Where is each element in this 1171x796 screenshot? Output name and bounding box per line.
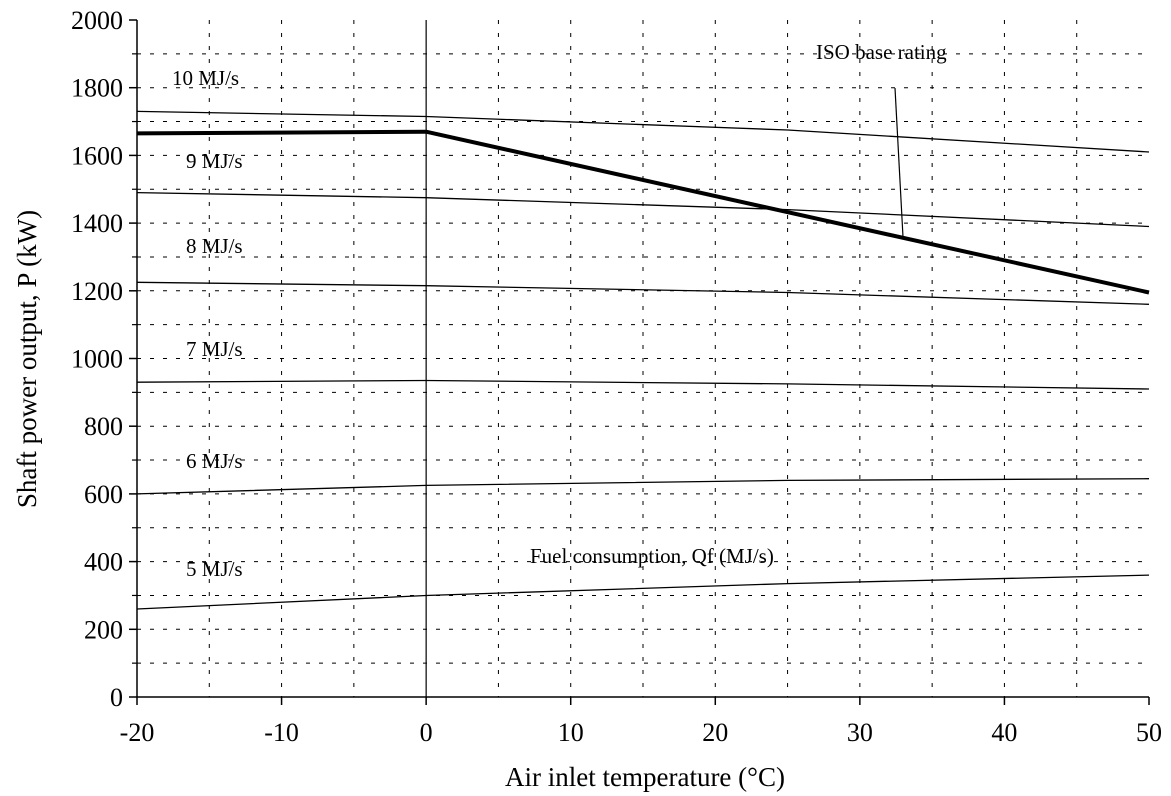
y-tick-label: 1200 [71,277,123,306]
x-tick-label: 10 [558,718,584,747]
fuel-consumption-annotation: Fuel consumption, Qf (MJ/s) [530,544,774,568]
x-tick-label: -10 [264,718,299,747]
x-tick-label: 50 [1136,718,1162,747]
y-axis-ticks: 0 200 400 600 800 1000 1200 1400 1600 1800 2000 [71,6,137,712]
y-tick-label: 1000 [71,345,123,374]
x-axis-ticks: -20 -10 0 10 20 30 40 50 [120,697,1162,747]
y-tick-label: 0 [110,683,123,712]
y-tick-label: 1400 [71,209,123,238]
grid [137,20,1149,697]
x-tick-label: 30 [847,718,873,747]
x-tick-label: -20 [120,718,155,747]
series-label-7: 7 MJ/s [186,337,243,361]
series-label-10: 10 MJ/s [172,66,239,90]
series-label-6: 6 MJ/s [186,449,243,473]
series-label-8: 8 MJ/s [186,234,243,258]
iso-base-rating-label: ISO base rating [816,40,947,64]
iso-base-rating-leader [894,87,904,238]
series-label-5: 5 MJ/s [186,557,243,581]
series-line-1 [136,191,1150,228]
series-line-5 [136,574,1150,610]
series-line-3 [136,379,1150,390]
x-tick-label: 20 [702,718,728,747]
x-tick-label: 40 [991,718,1017,747]
series-lines [136,110,1150,610]
y-tick-label: 800 [84,412,123,441]
y-tick-label: 1600 [71,141,123,170]
x-tick-label: 0 [420,718,433,747]
series-line-2 [136,281,1150,305]
y-axis-label: Shaft power output, P (kW) [12,210,42,508]
y-tick-label: 200 [84,615,123,644]
y-tick-label: 1800 [71,74,123,103]
y-tick-label: 400 [84,548,123,577]
y-tick-label: 600 [84,480,123,509]
series-line-iso-base-rating [136,129,1150,295]
series-line-4 [136,478,1150,495]
series-line-0 [136,110,1150,153]
series-label-9: 9 MJ/s [186,149,243,173]
x-axis-label: Air inlet temperature (°C) [505,762,785,792]
y-tick-label: 2000 [71,6,123,35]
